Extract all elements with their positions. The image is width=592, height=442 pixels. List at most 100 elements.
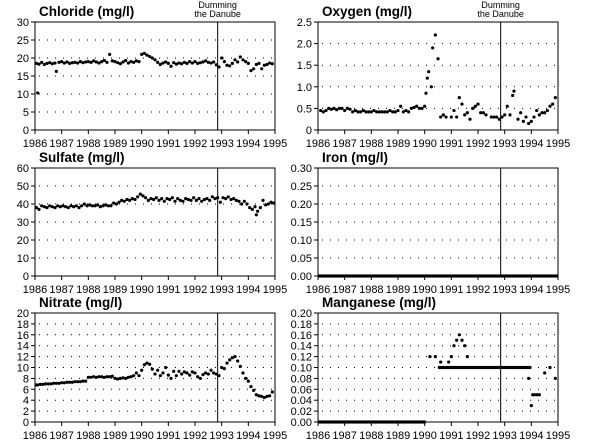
data-point: [40, 204, 44, 208]
data-point: [154, 196, 158, 200]
data-point: [479, 111, 483, 115]
data-point: [97, 61, 101, 65]
y-tick-label: 0.14: [291, 341, 312, 353]
y-tick-label: 0.16: [291, 330, 312, 342]
y-tick-label: 20: [17, 308, 29, 320]
data-point: [65, 380, 69, 384]
data-point: [380, 110, 384, 114]
data-point: [126, 61, 130, 65]
x-tick-label: 1986: [306, 430, 330, 442]
data-point: [78, 380, 82, 384]
data-point: [351, 110, 355, 114]
data-point: [262, 63, 266, 67]
x-tick-label: 1990: [412, 430, 436, 442]
y-tick-label: 0: [23, 271, 29, 283]
data-point: [57, 381, 61, 385]
y-tick-label: 40: [17, 199, 29, 211]
x-tick-label: 1994: [236, 430, 260, 442]
data-point: [460, 102, 464, 106]
data-point: [396, 108, 400, 113]
x-tick-label: 1993: [492, 138, 516, 150]
data-point: [86, 60, 90, 64]
data-point: [145, 53, 149, 57]
x-tick-label: 1987: [49, 138, 73, 150]
x-tick-label: 1986: [306, 284, 330, 296]
data-point: [489, 115, 493, 119]
y-tick-label: 0.06: [291, 384, 312, 396]
data-point: [45, 61, 49, 65]
data-point: [383, 110, 387, 114]
data-point: [80, 204, 84, 208]
data-point: [116, 61, 120, 65]
data-point: [268, 394, 272, 398]
event-label: the Danube: [194, 9, 241, 19]
x-tick-label: 1995: [263, 138, 287, 150]
data-point: [100, 375, 104, 379]
data-point: [244, 376, 248, 380]
data-point: [53, 206, 57, 210]
data-point: [54, 381, 58, 385]
data-point: [136, 195, 140, 199]
data-point: [197, 197, 201, 201]
data-point: [272, 201, 276, 205]
x-tick-label: 1994: [236, 138, 260, 150]
y-tick-label: 14: [17, 341, 29, 353]
data-point: [423, 104, 427, 108]
data-point: [222, 60, 226, 64]
data-point: [134, 371, 138, 375]
data-point: [412, 105, 416, 110]
y-tick-label: 30: [17, 217, 29, 229]
data-point: [228, 358, 232, 362]
data-point: [69, 204, 73, 208]
data-point: [92, 59, 96, 63]
y-tick-label: 0.02: [291, 406, 312, 418]
data-point: [121, 60, 125, 64]
data-point: [58, 205, 62, 209]
y-tick-label: 0.00: [291, 271, 312, 283]
data-point: [44, 382, 48, 386]
data-point: [118, 376, 122, 380]
data-point: [265, 394, 269, 398]
data-point: [173, 199, 177, 203]
chart-panel-6: 0.000.020.040.060.080.100.120.140.160.18…: [291, 295, 571, 442]
data-point: [321, 110, 325, 114]
data-point: [250, 207, 254, 211]
data-point: [61, 204, 65, 208]
data-point: [180, 62, 184, 66]
data-point: [57, 60, 61, 64]
data-point: [201, 60, 205, 64]
data-point: [210, 195, 214, 199]
data-point: [134, 59, 138, 63]
data-point: [164, 365, 168, 370]
data-point: [329, 107, 333, 111]
panel-title: Iron (mg/l): [322, 150, 388, 165]
data-point: [252, 67, 256, 71]
data-point: [185, 371, 189, 375]
data-point: [176, 197, 180, 201]
data-point: [505, 104, 509, 108]
data-point: [169, 64, 173, 68]
y-tick-label: 0.15: [291, 217, 312, 229]
x-tick-label: 1993: [209, 430, 233, 442]
data-point: [152, 197, 156, 202]
data-point: [81, 61, 85, 65]
data-point: [89, 60, 93, 64]
data-point: [256, 209, 260, 213]
data-point: [109, 204, 113, 208]
data-point: [161, 61, 165, 65]
y-tick-label: 0: [23, 125, 29, 137]
data-point: [417, 106, 421, 110]
data-point: [548, 365, 552, 370]
data-point: [527, 121, 531, 126]
data-point: [230, 61, 234, 65]
x-tick-label: 1989: [386, 138, 410, 150]
data-point: [157, 198, 161, 202]
data-point: [158, 374, 162, 378]
data-point: [436, 57, 440, 61]
data-point: [455, 338, 459, 342]
data-point: [216, 196, 220, 200]
event-label: Dumming: [481, 0, 520, 10]
data-point: [249, 69, 253, 73]
